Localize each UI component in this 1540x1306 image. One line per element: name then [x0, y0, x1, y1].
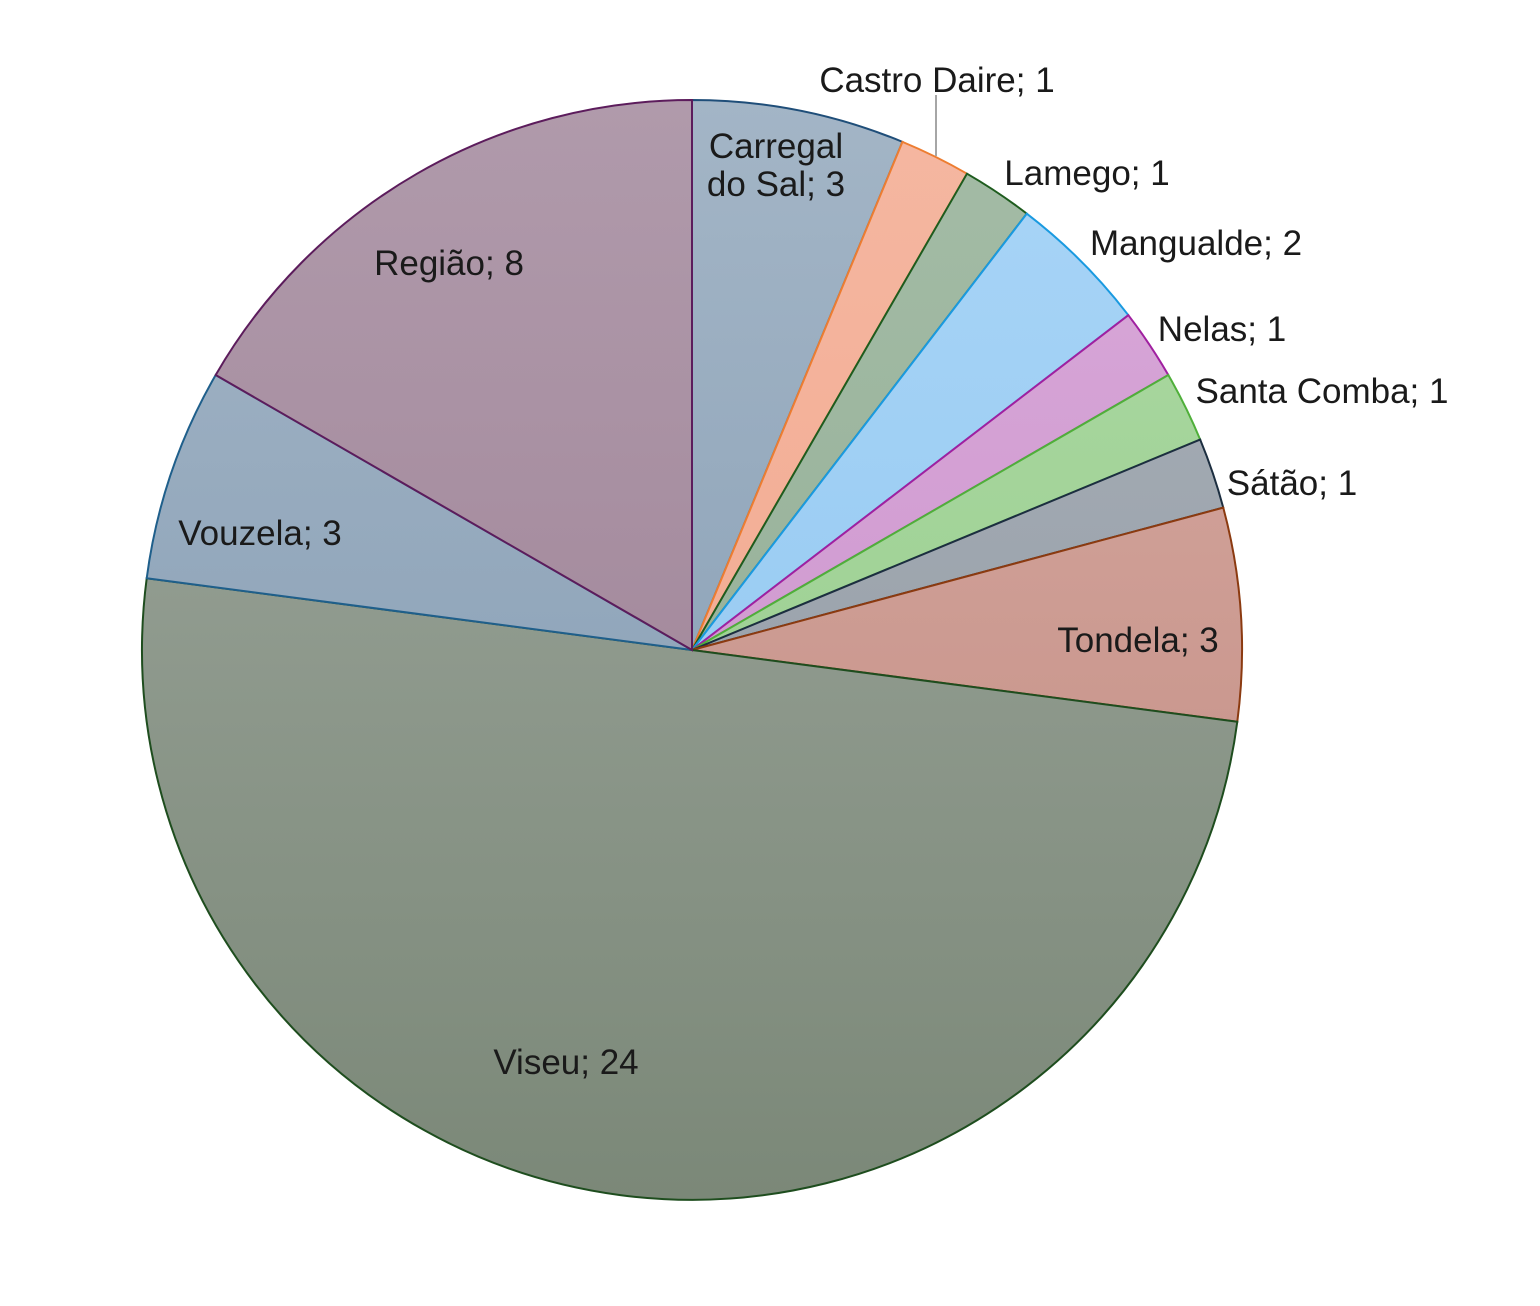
data-label-tondela: Tondela; 3 — [1057, 621, 1219, 660]
data-label-santa-comba: Santa Comba; 1 — [1196, 372, 1449, 411]
data-label-regiao: Região; 8 — [374, 244, 524, 283]
data-label-satao: Sátão; 1 — [1227, 464, 1357, 503]
data-label-nelas: Nelas; 1 — [1158, 310, 1286, 349]
pie-slice-regiao — [214, 98, 693, 652]
data-label-carregal-do-sal: Carregal do Sal; 3 — [707, 127, 845, 204]
data-label-mangualde: Mangualde; 2 — [1090, 224, 1302, 263]
data-label-castro-daire: Castro Daire; 1 — [819, 61, 1054, 100]
pie-slice-vouzela — [145, 373, 693, 651]
data-label-vouzela: Vouzela; 3 — [178, 514, 341, 553]
pie-slice-tondela — [691, 506, 1243, 723]
data-labels: Carregal do Sal; 3 Castro Daire; 1 Lamego; … — [178, 61, 1448, 1082]
pie-slice-viseu — [142, 578, 1237, 1200]
pie-slices — [142, 98, 1243, 1200]
data-label-lamego: Lamego; 1 — [1004, 154, 1169, 193]
pie-slice-carregal-do-sal — [691, 98, 904, 651]
data-label-viseu: Viseu; 24 — [493, 1043, 638, 1082]
